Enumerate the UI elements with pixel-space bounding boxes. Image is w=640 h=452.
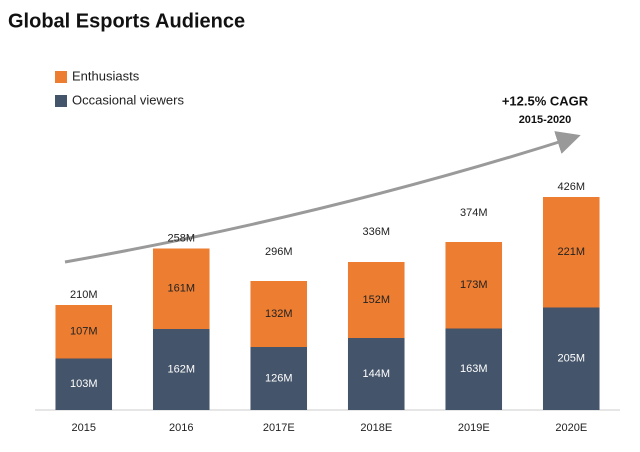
value-label: 103M: [70, 378, 98, 390]
bar-segment: [445, 328, 503, 410]
bar-segment: [152, 329, 210, 410]
value-label: 161M: [167, 283, 195, 295]
bar-segment: [542, 307, 600, 410]
value-label: 152M: [362, 294, 390, 306]
bar-segment: [55, 305, 113, 359]
bar-segment: [542, 197, 600, 308]
value-label: 162M: [167, 363, 195, 375]
value-label: 144M: [362, 368, 390, 380]
total-label: 210M: [70, 289, 98, 301]
total-label: 426M: [557, 181, 585, 193]
value-label: 163M: [460, 363, 488, 375]
value-label: 205M: [557, 353, 585, 365]
value-label: 126M: [265, 372, 293, 384]
x-tick-label: 2019E: [458, 422, 490, 434]
x-tick-label: 2016: [169, 422, 193, 434]
bar-segment: [347, 338, 405, 410]
annotation-title: +12.5% CAGR: [502, 93, 589, 108]
bar-segment: [55, 358, 113, 410]
legend-label: Occasional viewers: [72, 92, 184, 107]
bar-segment: [445, 242, 503, 329]
legend-swatch: [55, 71, 67, 83]
bar-segment: [250, 347, 308, 410]
legend-label: Enthusiasts: [72, 68, 140, 83]
annotation-subtitle: 2015-2020: [519, 114, 572, 126]
total-label: 374M: [460, 207, 488, 219]
value-label: 132M: [265, 308, 293, 320]
x-tick-label: 2017E: [263, 422, 295, 434]
x-tick-label: 2018E: [360, 422, 392, 434]
x-tick-label: 2015: [72, 422, 96, 434]
bar-segment: [347, 262, 405, 338]
bar-segment: [152, 248, 210, 329]
legend-swatch: [55, 95, 67, 107]
x-tick-label: 2020E: [555, 422, 587, 434]
chart-title: Global Esports Audience: [8, 10, 245, 32]
total-label: 296M: [265, 246, 293, 258]
value-label: 221M: [557, 246, 585, 258]
value-label: 173M: [460, 279, 488, 291]
total-label: 258M: [167, 232, 195, 244]
total-label: 336M: [362, 226, 390, 238]
growth-arrow: [64, 131, 581, 264]
value-label: 107M: [70, 326, 98, 338]
bar-segment: [250, 281, 308, 347]
